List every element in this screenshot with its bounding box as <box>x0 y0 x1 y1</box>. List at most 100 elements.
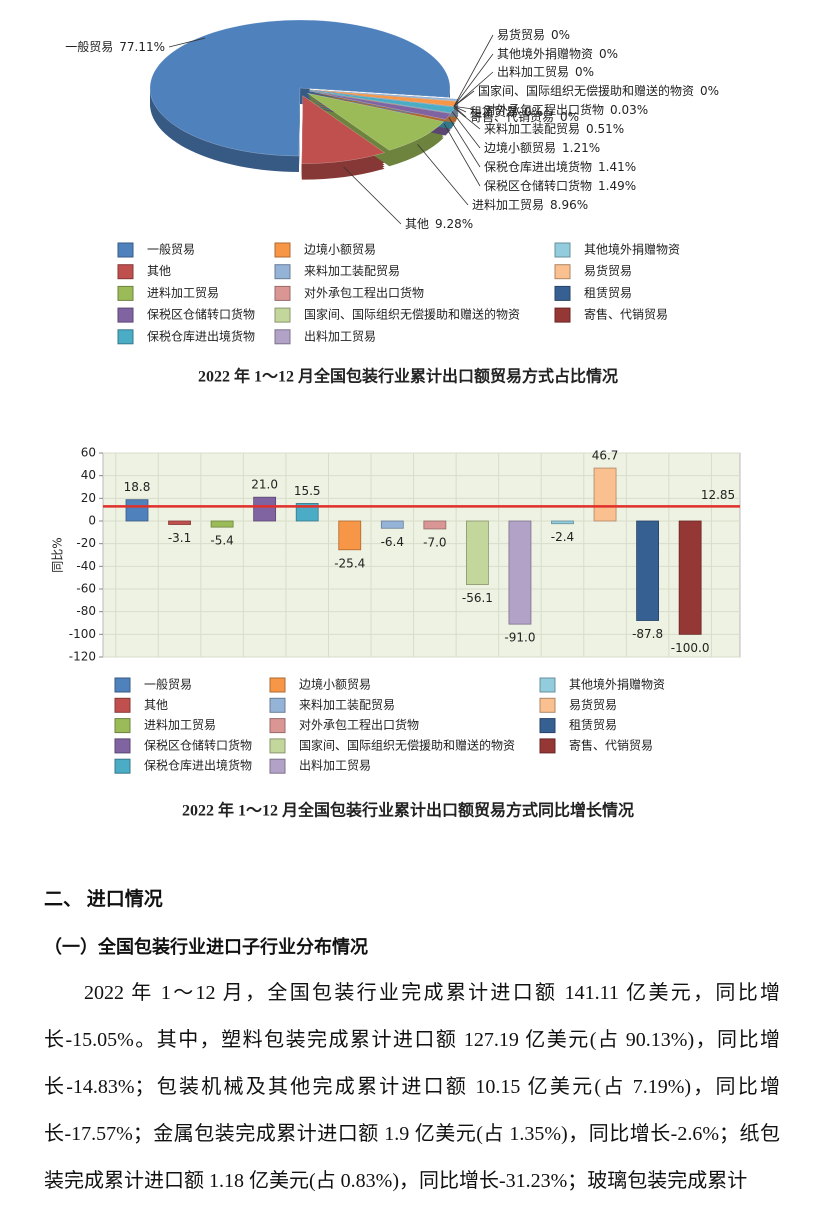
data-label-value: 1.21% <box>562 141 600 155</box>
y-tick-label: 60 <box>81 446 96 460</box>
data-label-name: 保税区仓储转口货物 <box>484 178 592 193</box>
data-label: -100.0 <box>671 641 710 655</box>
chart-title: 2022 年 1～12 月全国包装行业累计出口额贸易方式占比情况 <box>198 367 618 386</box>
data-label: 18.8 <box>124 480 151 494</box>
legend-label: 国家间、国际组织无偿援助和赠送的物资 <box>299 737 515 752</box>
legend-swatch <box>274 264 291 280</box>
bar <box>423 520 447 530</box>
legend-label: 来料加工装配贸易 <box>299 698 395 712</box>
legend-label: 对外承包工程出口货物 <box>299 717 419 732</box>
legend-label: 易货贸易 <box>569 697 617 712</box>
pie-slice <box>307 92 445 151</box>
legend-swatch <box>269 677 286 693</box>
y-tick-label: -60 <box>76 582 96 596</box>
legend-label: 租赁贸易 <box>584 286 632 300</box>
plot-area <box>102 452 741 658</box>
legend-label: 对外承包工程出口货物 <box>304 285 424 300</box>
data-label-value: 8.96% <box>550 198 588 212</box>
legend-swatch <box>554 242 571 258</box>
leader-line <box>343 166 402 225</box>
data-label-value: 1.49% <box>598 179 636 193</box>
data-label: 国家间、国际组织无偿援助和赠送的物资 0% <box>478 83 719 98</box>
legend-label: 出料加工贸易 <box>299 759 371 773</box>
y-tick-label: -120 <box>69 650 96 664</box>
bar <box>125 499 149 522</box>
data-label-value: 0% <box>575 65 594 79</box>
data-label: 保税区仓储转口货物 1.49% <box>484 178 636 193</box>
bar <box>295 503 319 522</box>
legend-swatch <box>539 738 556 754</box>
data-label-name: 租赁贸易 <box>470 105 518 119</box>
legend-swatch <box>274 307 291 323</box>
data-label: 其他 9.28% <box>405 217 473 231</box>
legend-label: 其他 <box>147 264 171 278</box>
paragraph: 2022 年 1～12 月，全国包装行业完成累计进口额 141.11 亿美元，同… <box>44 982 780 1192</box>
legend-label: 出料加工贸易 <box>304 329 376 343</box>
leader-line <box>453 107 481 130</box>
pie-slice <box>309 90 452 120</box>
data-label: 来料加工装配贸易 0.51% <box>484 122 624 136</box>
data-label-name: 来料加工装配贸易 <box>484 122 580 136</box>
bar <box>338 520 362 551</box>
y-axis-label: 同比% <box>51 537 65 572</box>
data-label: 46.7 <box>592 449 619 463</box>
legend-label: 来料加工装配贸易 <box>304 264 400 278</box>
legend-swatch <box>114 738 131 754</box>
legend-label: 保税区仓储转口货物 <box>147 307 255 322</box>
data-label-name: 寄售、代销贸易 <box>470 109 554 124</box>
bar <box>636 520 659 621</box>
legend-swatch <box>269 758 286 774</box>
legend-swatch <box>539 718 556 734</box>
bar <box>168 520 191 525</box>
data-label-value: 1.41% <box>598 160 636 174</box>
legend-label: 租赁贸易 <box>569 718 617 732</box>
legend-swatch <box>554 285 571 301</box>
legend-swatch <box>554 264 571 280</box>
data-label: 对外承包工程出口货物 0.03% <box>484 102 648 117</box>
data-label-value: 0% <box>551 28 570 42</box>
legend-swatch <box>114 718 131 734</box>
data-label-name: 保税仓库进出境货物 <box>484 159 592 174</box>
data-label-value: 0% <box>599 47 618 61</box>
bar <box>551 520 574 525</box>
legend-swatch <box>269 738 286 754</box>
leader-line <box>453 105 467 113</box>
bar <box>465 520 489 585</box>
legend-label: 寄售、代销贸易 <box>569 737 653 752</box>
data-label: -6.4 <box>381 535 404 549</box>
leader-line <box>453 53 494 107</box>
data-label: -7.0 <box>423 535 446 549</box>
y-tick-label: -20 <box>76 536 96 550</box>
leader-line <box>443 123 481 187</box>
data-label: -91.0 <box>504 631 535 645</box>
legend-swatch <box>114 697 131 713</box>
legend-swatch <box>117 285 134 301</box>
legend-swatch <box>274 329 291 345</box>
legend-label: 其他境外捐赠物资 <box>584 242 680 257</box>
data-label-value: 0% <box>700 84 719 98</box>
leader-line <box>168 37 206 48</box>
leader-line <box>453 34 494 107</box>
data-label: 保税仓库进出境货物 1.41% <box>484 159 636 174</box>
legend-label: 进料加工贸易 <box>144 718 216 732</box>
y-tick-label: 40 <box>81 468 96 482</box>
legend-label: 保税仓库进出境货物 <box>144 758 252 773</box>
legend-swatch <box>117 264 134 280</box>
data-label-value: 0% <box>524 105 543 119</box>
data-label: 寄售、代销贸易 0% <box>470 109 579 124</box>
data-label-name: 其他 <box>405 217 429 231</box>
data-label-name: 一般贸易 <box>65 39 113 54</box>
legend-label: 边境小额贸易 <box>304 242 376 257</box>
legend-label: 保税仓库进出境货物 <box>147 328 255 343</box>
data-label: 进料加工贸易 8.96% <box>472 198 588 212</box>
bar <box>593 467 617 522</box>
data-label: 易货贸易 0% <box>497 27 570 42</box>
data-label-name: 国家间、国际组织无偿援助和赠送的物资 <box>478 83 694 98</box>
data-label-value: 0.03% <box>610 103 648 117</box>
data-label-name: 对外承包工程出口货物 <box>484 102 604 117</box>
legend-label: 一般贸易 <box>147 242 195 257</box>
data-label-name: 出料加工贸易 <box>497 65 569 79</box>
leader-line <box>451 111 481 149</box>
charts: 2022 年 1～12 月全国包装行业累计出口额贸易方式占比情况 2022 年 … <box>51 19 741 820</box>
